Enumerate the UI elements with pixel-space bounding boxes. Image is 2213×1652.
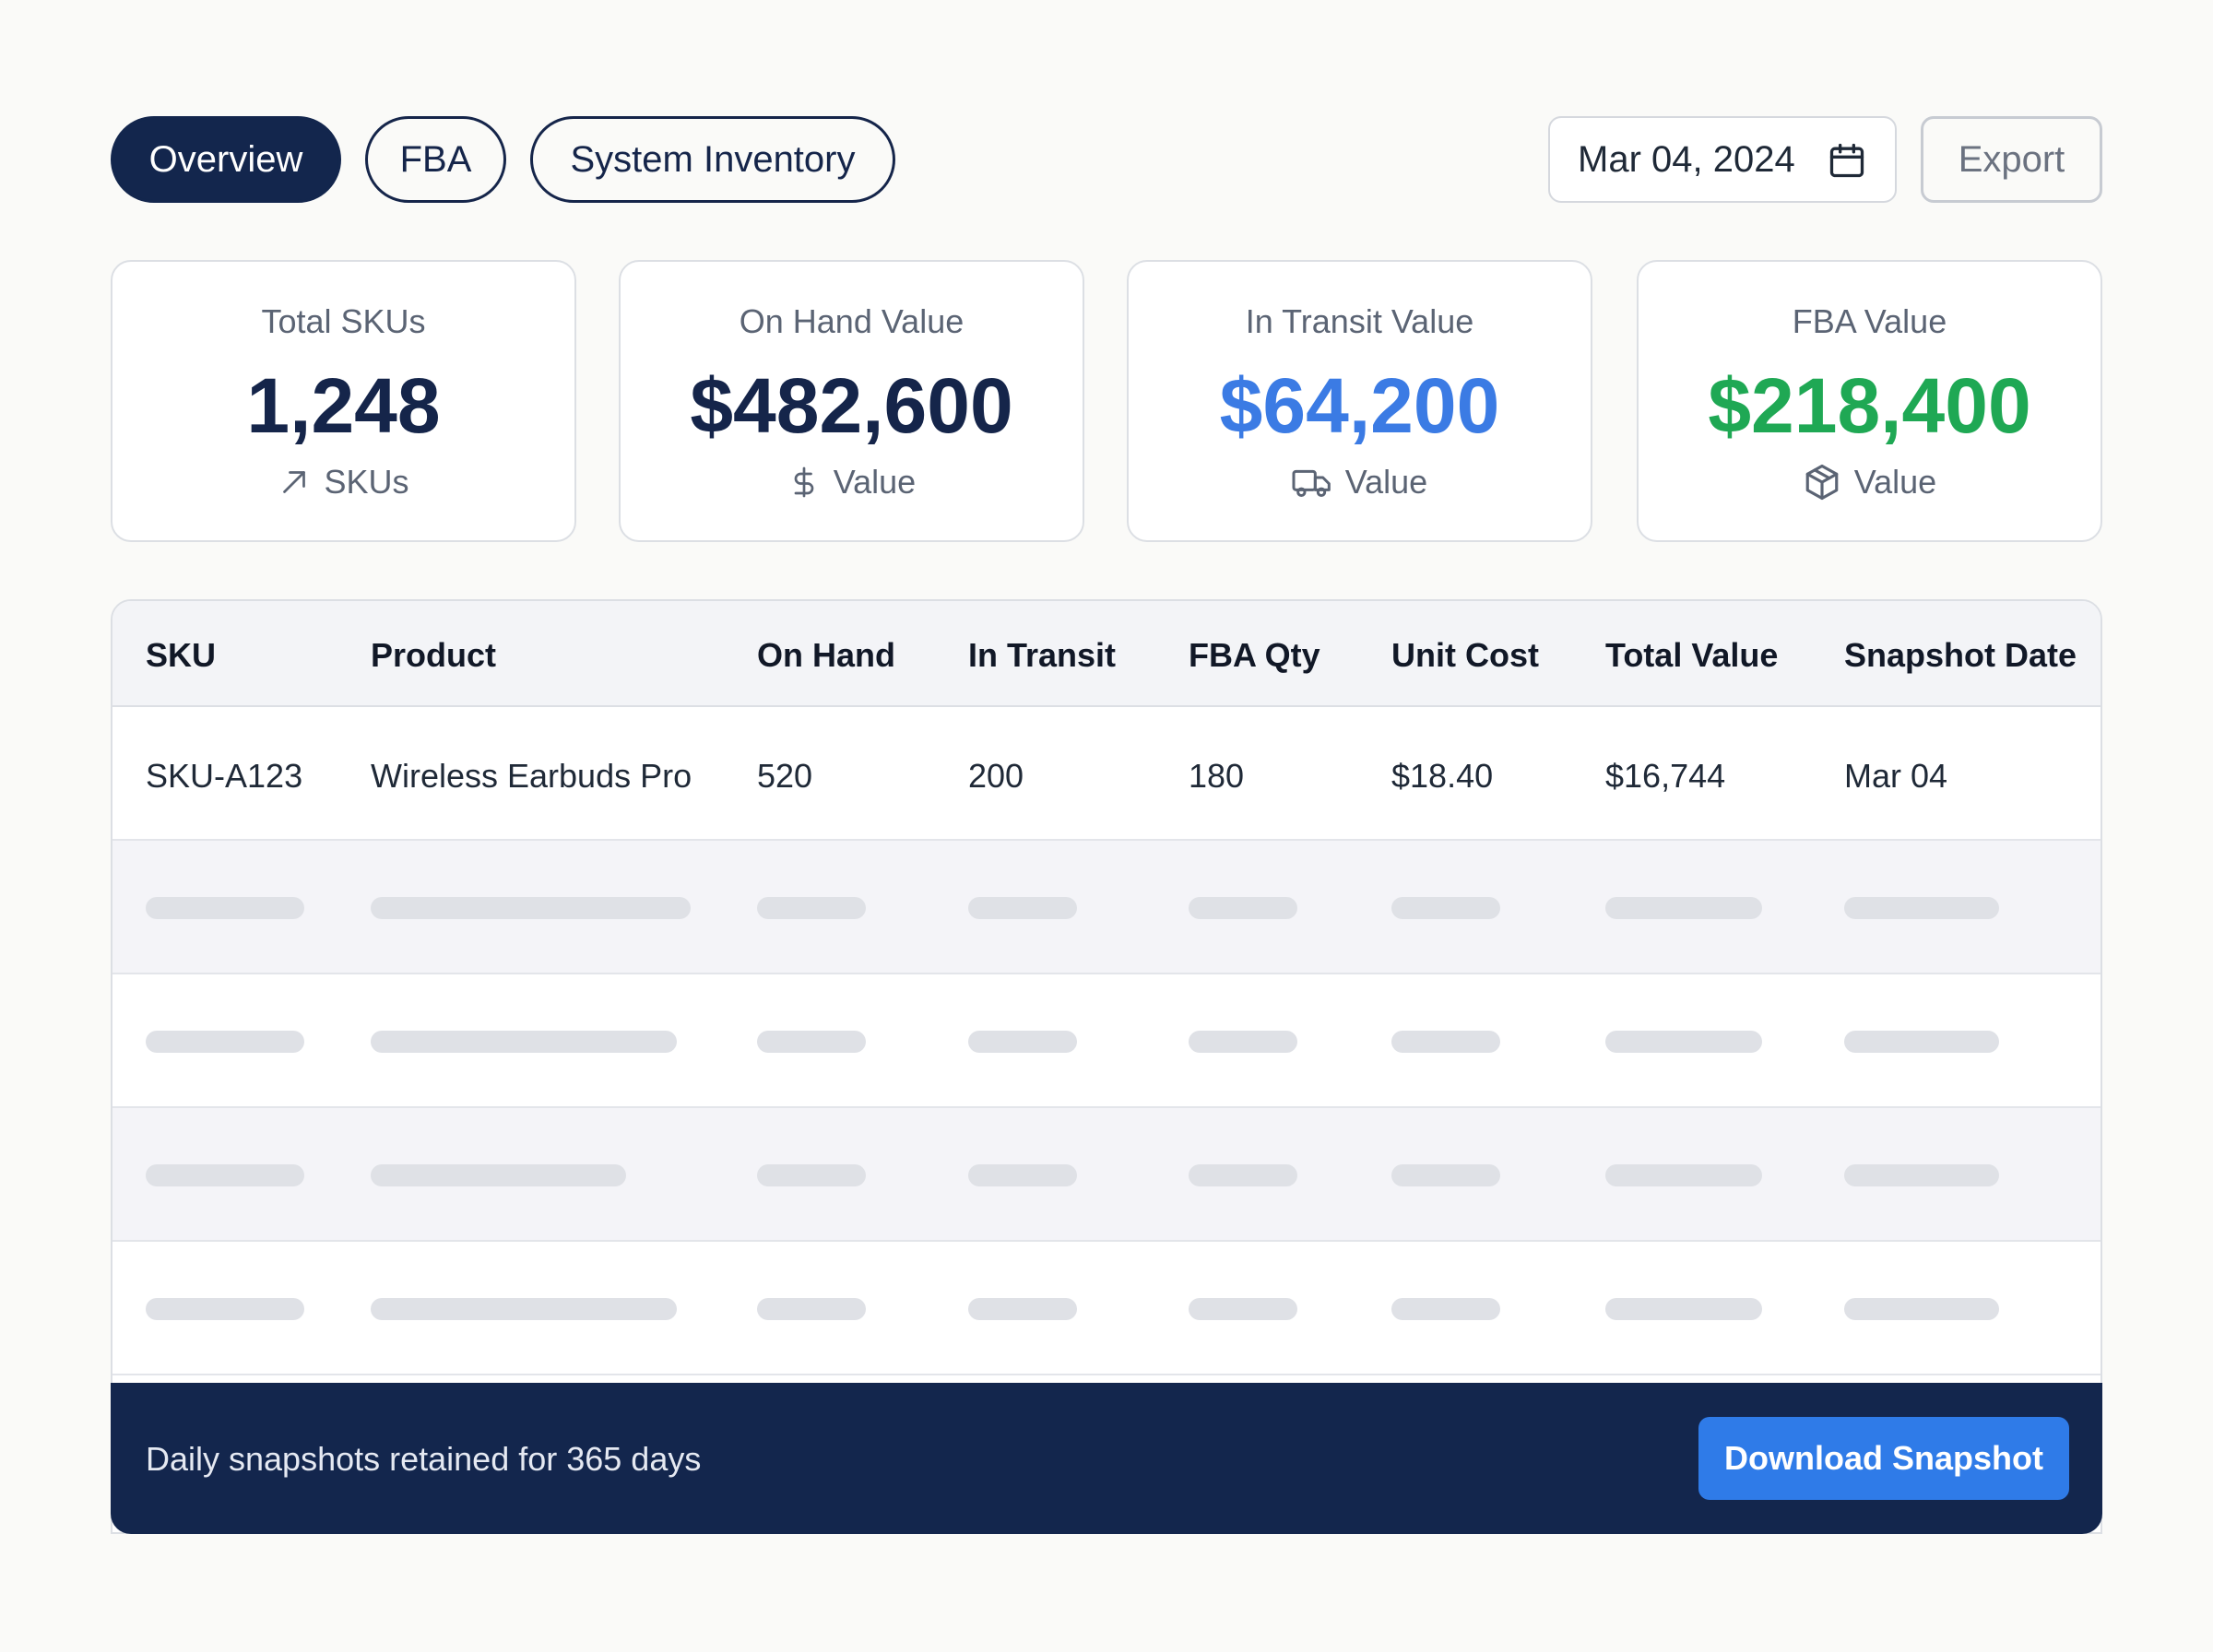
skeleton-bar: [1189, 1164, 1297, 1186]
cell-unit-cost: $18.40: [1391, 757, 1494, 795]
skeleton-bar: [371, 897, 691, 919]
column-header-on-hand[interactable]: On Hand: [757, 636, 895, 674]
skeleton-bar: [1391, 1031, 1500, 1053]
skeleton-bar: [1605, 1164, 1762, 1186]
column-header-snapshot-date[interactable]: Snapshot Date: [1844, 636, 2077, 674]
card-footer: Value: [1639, 463, 2101, 502]
skeleton-bar: [1844, 1298, 1999, 1320]
cell-sku: SKU-A123: [146, 757, 303, 795]
skeleton-bar: [371, 1298, 677, 1320]
skeleton-bar: [1391, 1298, 1500, 1320]
retention-note: Daily snapshots retained for 365 days: [146, 1440, 702, 1478]
skeleton-bar: [757, 1031, 866, 1053]
skeleton-bar: [757, 897, 866, 919]
card-footer-label: SKUs: [324, 463, 409, 501]
skeleton-bar: [371, 1031, 677, 1053]
export-button[interactable]: Export: [1921, 116, 2102, 203]
skeleton-bar: [1605, 897, 1762, 919]
card-on-hand-value: On Hand Value $482,600 Value: [619, 260, 1084, 542]
skeleton-bar: [757, 1164, 866, 1186]
table-footer-bar: Daily snapshots retained for 365 days Do…: [111, 1383, 2102, 1534]
skeleton-bar: [1189, 1031, 1297, 1053]
skeleton-row: [112, 1242, 2101, 1375]
skeleton-row: [112, 1108, 2101, 1242]
date-picker[interactable]: Mar 04, 2024: [1548, 116, 1897, 203]
skeleton-bar: [1189, 897, 1297, 919]
column-header-fba-qty[interactable]: FBA Qty: [1189, 636, 1320, 674]
tab-system-inventory[interactable]: System Inventory: [530, 116, 895, 203]
tab-bar: Overview FBA System Inventory: [111, 116, 895, 203]
skeleton-bar: [968, 1164, 1077, 1186]
column-header-in-transit[interactable]: In Transit: [968, 636, 1117, 674]
skeleton-bar: [968, 897, 1077, 919]
summary-cards: Total SKUs 1,248 SKUs On Hand Value $482…: [111, 260, 2102, 542]
skeleton-row: [112, 974, 2101, 1108]
column-header-sku[interactable]: SKU: [146, 636, 217, 674]
tab-overview[interactable]: Overview: [111, 116, 341, 203]
date-picker-value: Mar 04, 2024: [1578, 138, 1795, 180]
card-label: FBA Value: [1792, 302, 1947, 340]
skeleton-bar: [757, 1298, 866, 1320]
skeleton-bar: [146, 897, 304, 919]
cell-on-hand: 520: [757, 757, 813, 795]
card-footer: Value: [621, 463, 1083, 502]
card-fba-value: FBA Value $218,400 Value: [1637, 260, 2102, 542]
table-header: SKU Product On Hand In Transit FBA Qty U…: [112, 601, 2101, 707]
skeleton-bar: [1391, 897, 1500, 919]
skeleton-bar: [1391, 1164, 1500, 1186]
trend-arrow-icon: [278, 466, 311, 499]
card-label: On Hand Value: [739, 302, 964, 340]
skeleton-bar: [1844, 897, 1999, 919]
card-value: 1,248: [246, 362, 441, 449]
card-value: $218,400: [1708, 362, 2031, 449]
card-footer: Value: [1129, 463, 1591, 502]
card-footer-label: Value: [1344, 463, 1428, 501]
card-footer: SKUs: [112, 463, 574, 502]
column-header-unit-cost[interactable]: Unit Cost: [1391, 636, 1539, 674]
skeleton-bar: [1605, 1031, 1762, 1053]
truck-icon: [1292, 464, 1332, 501]
skeleton-bar: [1844, 1164, 1999, 1186]
card-label: Total SKUs: [261, 302, 426, 340]
skeleton-bar: [146, 1298, 304, 1320]
skeleton-bar: [146, 1164, 304, 1186]
column-header-product[interactable]: Product: [371, 636, 497, 674]
cell-in-transit: 200: [968, 757, 1024, 795]
cell-product: Wireless Earbuds Pro: [371, 757, 692, 795]
skeleton-bar: [1189, 1298, 1297, 1320]
download-snapshot-button[interactable]: Download Snapshot: [1698, 1417, 2069, 1500]
card-footer-label: Value: [1853, 463, 1937, 501]
skeleton-row: [112, 841, 2101, 974]
skeleton-bar: [968, 1298, 1077, 1320]
inventory-table: SKU Product On Hand In Transit FBA Qty U…: [111, 599, 2102, 1534]
dollar-icon: [787, 464, 821, 501]
column-header-total-value[interactable]: Total Value: [1605, 636, 1779, 674]
skeleton-bar: [968, 1031, 1077, 1053]
card-in-transit-value: In Transit Value $64,200 Value: [1127, 260, 1592, 542]
skeleton-bar: [1844, 1031, 1999, 1053]
toolbar: Overview FBA System Inventory Mar 04, 20…: [111, 116, 2102, 203]
table-row[interactable]: SKU-A123 Wireless Earbuds Pro 520 200 18…: [112, 707, 2101, 841]
skeleton-bar: [1605, 1298, 1762, 1320]
cell-fba-qty: 180: [1189, 757, 1245, 795]
calendar-icon: [1827, 140, 1867, 190]
card-value: $64,200: [1219, 362, 1500, 449]
skeleton-bar: [371, 1164, 626, 1186]
skeleton-bar: [146, 1031, 304, 1053]
card-footer-label: Value: [833, 463, 917, 501]
card-label: In Transit Value: [1245, 302, 1474, 340]
tab-fba[interactable]: FBA: [365, 116, 506, 203]
cell-snapshot-date: Mar 04: [1844, 757, 1948, 795]
card-value: $482,600: [690, 362, 1013, 449]
card-total-skus: Total SKUs 1,248 SKUs: [111, 260, 576, 542]
package-icon: [1803, 463, 1841, 502]
cell-total-value: $16,744: [1605, 757, 1726, 795]
